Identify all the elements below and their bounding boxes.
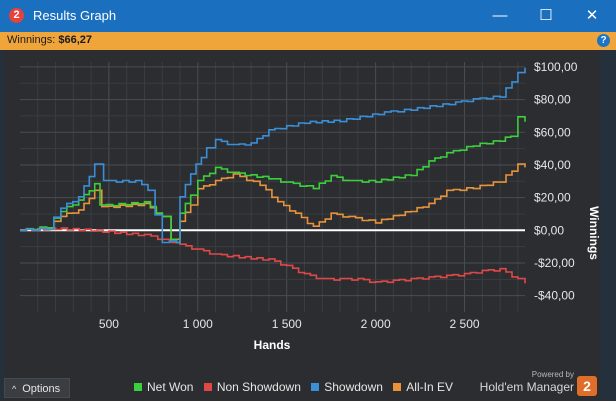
x-tick-label: 500	[99, 317, 119, 331]
help-icon[interactable]: ?	[597, 34, 610, 47]
app-icon: 2	[9, 8, 24, 23]
maximize-button[interactable]: ☐	[539, 7, 553, 24]
series-line-non-showdown	[20, 227, 526, 284]
brand-powered-by: Powered by	[531, 370, 574, 379]
legend-label: Net Won	[147, 380, 194, 394]
right-edge	[600, 50, 616, 401]
legend-label: Non Showdown	[216, 380, 301, 394]
plot-area	[20, 62, 525, 360]
results-chart: 500 1 000 1 500 2 000 2 500 -$40,00 -$20,00 $0…	[20, 60, 600, 360]
winnings-label: Winnings:	[7, 34, 56, 46]
options-label: Options	[22, 383, 61, 395]
legend-swatch	[134, 383, 142, 391]
chart-legend: Net Won Non Showdown Showdown All-In EV	[134, 380, 460, 394]
brand-name: Hold'em Manager	[479, 380, 574, 394]
legend-swatch	[311, 383, 320, 391]
legend-swatch	[203, 383, 212, 391]
legend-item-non-showdown[interactable]: Non Showdown	[203, 380, 301, 394]
minimize-button[interactable]: —	[492, 7, 508, 24]
x-tick-label: 1 000	[183, 317, 213, 331]
series-line-showdown	[20, 67, 526, 244]
y-tick-label: $100,00	[534, 60, 578, 74]
y-tick-label: $60,00	[534, 125, 571, 139]
x-tick-label: 1 500	[272, 317, 302, 331]
legend-item-all-in-ev[interactable]: All-In EV	[393, 380, 453, 394]
winnings-bar: Winnings: $66,27 ?	[0, 32, 616, 50]
grid	[20, 62, 525, 312]
brand: Powered by Hold'em Manager	[476, 370, 574, 394]
x-tick-label: 2 500	[450, 317, 480, 331]
winnings-value: $66,27	[58, 34, 93, 46]
x-tick-label: 2 000	[361, 317, 391, 331]
y-tick-label: -$40,00	[534, 289, 575, 303]
y-tick-label: $40,00	[534, 158, 571, 172]
brand-logo-icon: 2	[577, 376, 597, 396]
chevron-up-icon: ^	[12, 384, 17, 394]
series-line-net-won	[20, 116, 526, 244]
series-lines	[20, 67, 526, 284]
y-tick-label: $0,00	[534, 223, 564, 237]
y-axis-label: Winnings	[587, 206, 600, 260]
series-line-all-in-ev	[20, 163, 526, 241]
winnings-summary: Winnings: $66,27	[7, 34, 92, 46]
legend-label: All-In EV	[406, 380, 453, 394]
legend-item-showdown[interactable]: Showdown	[311, 380, 383, 394]
legend-swatch	[393, 383, 402, 391]
close-button[interactable]: ✕	[585, 7, 599, 24]
options-button[interactable]: ^ Options	[4, 378, 70, 398]
y-tick-label: $20,00	[534, 191, 571, 205]
x-axis-label: Hands	[254, 338, 291, 352]
left-edge	[0, 50, 4, 401]
y-axis-ticks: -$40,00 -$20,00 $0,00 $20,00 $40,00 $60,00 $80…	[534, 60, 578, 303]
y-tick-label: $80,00	[534, 93, 571, 107]
legend-item-net-won[interactable]: Net Won	[134, 380, 193, 394]
y-tick-label: -$20,00	[534, 256, 575, 270]
window-title: Results Graph	[33, 8, 117, 23]
title-bar: 2 Results Graph — ☐ ✕	[0, 0, 616, 32]
legend-label: Showdown	[324, 380, 383, 394]
x-axis-ticks: 500 1 000 1 500 2 000 2 500	[99, 317, 480, 331]
footer: ^ Options Net Won Non Showdown Showdown A…	[0, 370, 600, 401]
